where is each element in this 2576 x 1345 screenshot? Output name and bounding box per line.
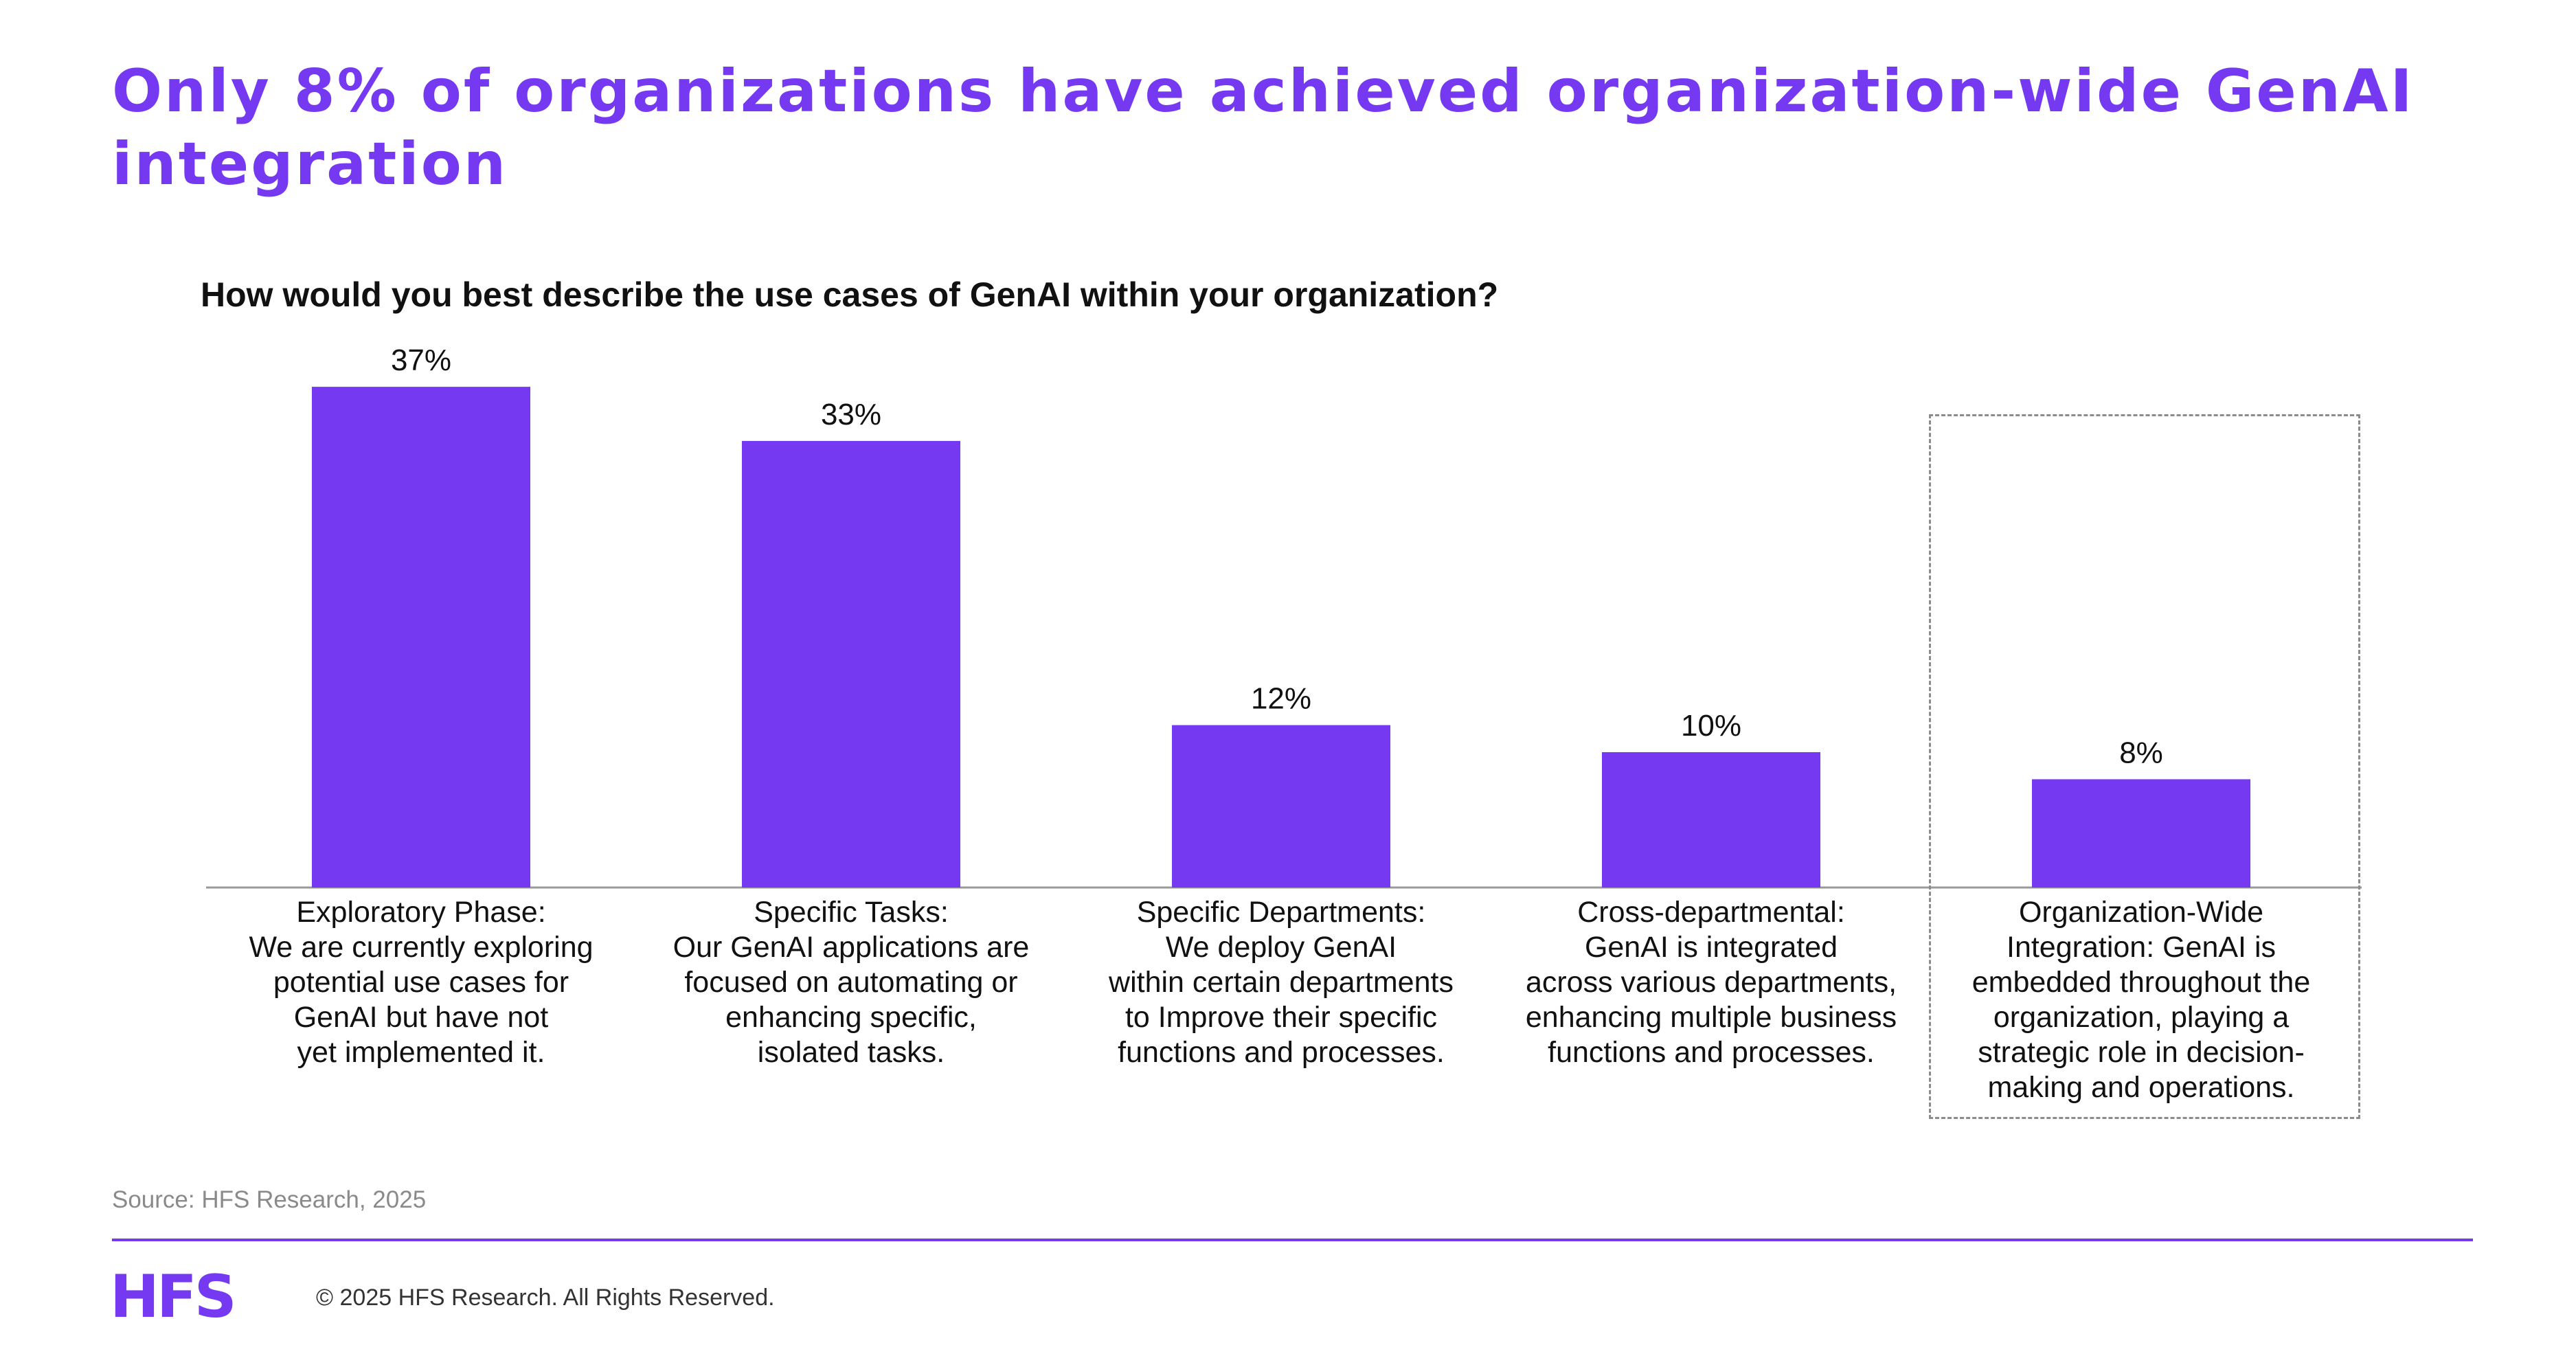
- slide-title: Only 8% of organizations have achieved o…: [112, 57, 2415, 199]
- highlight-box: [1929, 414, 2360, 1119]
- bar-5: [2032, 779, 2250, 888]
- category-label-5: Organization-Wide Integration: GenAI is …: [1971, 896, 2311, 1104]
- data-label-2: 33%: [821, 398, 881, 431]
- chart-question: How would you best describe the use case…: [201, 275, 1499, 314]
- hfs-logo: HFS: [110, 1263, 237, 1331]
- data-label-1: 37%: [391, 343, 451, 377]
- category-label-1: Exploratory Phase: We are currently expl…: [249, 896, 594, 1069]
- data-label-5: 8%: [2119, 736, 2163, 769]
- bar-2: [742, 440, 960, 888]
- category-label-3: Specific Departments: We deploy GenAI wi…: [1109, 896, 1454, 1069]
- source-note: Source: HFS Research, 2025: [112, 1186, 427, 1213]
- category-label-2: Specific Tasks: Our GenAI applications a…: [673, 896, 1030, 1069]
- bar-1: [312, 387, 530, 888]
- footer-divider: [112, 1239, 2473, 1241]
- data-label-3: 12%: [1251, 682, 1311, 716]
- bar-3: [1172, 725, 1390, 888]
- bar-4: [1602, 752, 1820, 888]
- copyright-text: © 2025 HFS Research. All Rights Reserved…: [316, 1285, 775, 1311]
- category-label-4: Cross-departmental: GenAI is integrated …: [1525, 896, 1897, 1069]
- data-label-4: 10%: [1681, 709, 1741, 743]
